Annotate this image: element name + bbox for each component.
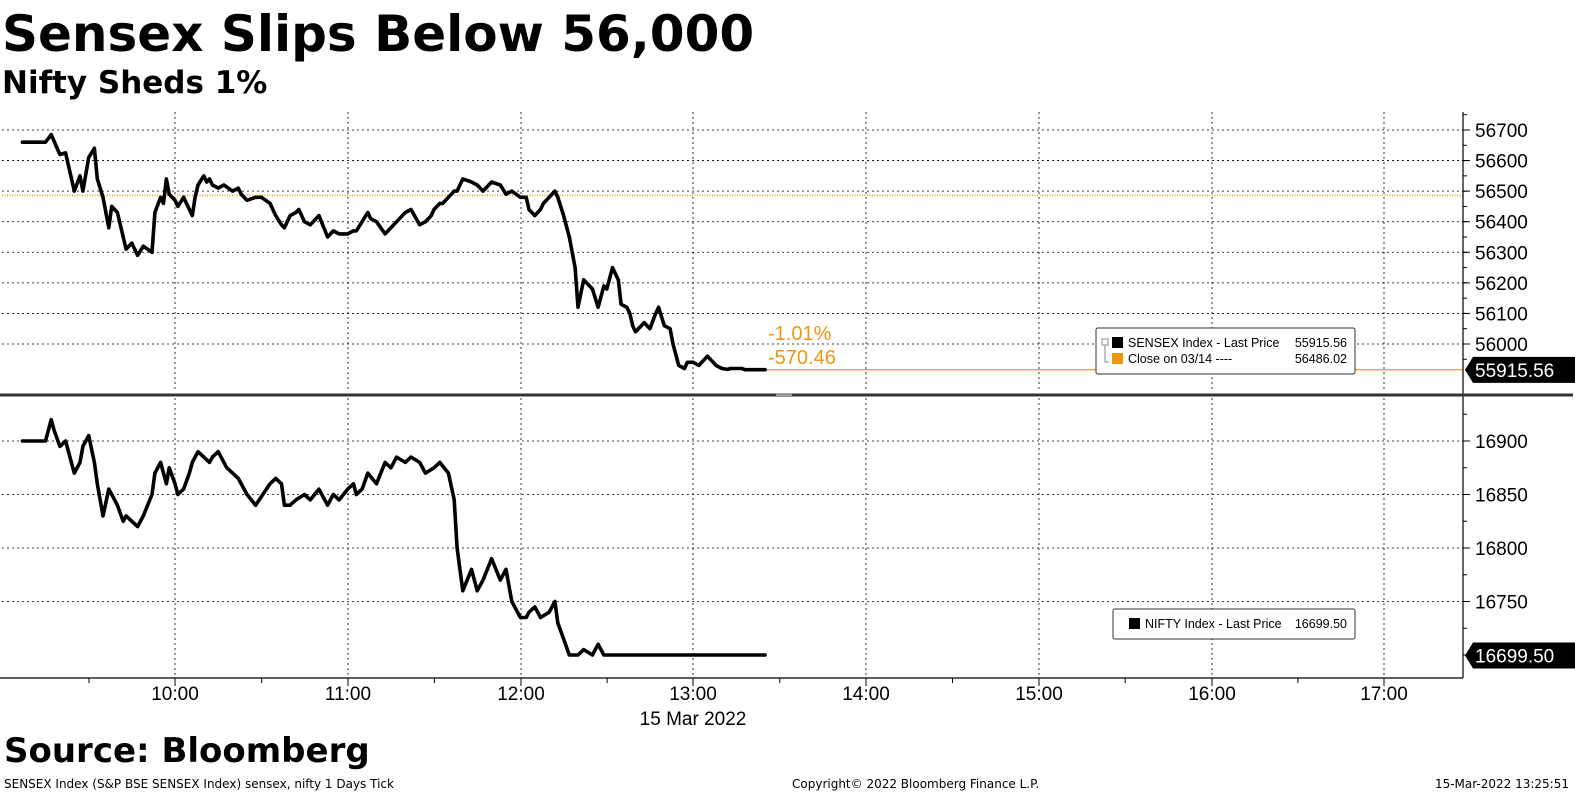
- legend-label: SENSEX Index - Last Price: [1128, 336, 1280, 350]
- footer-description: SENSEX Index (S&P BSE SENSEX Index) sens…: [4, 777, 394, 791]
- last-value-tag-bg: [1465, 356, 1575, 383]
- annotation-pct-change: -1.01%: [768, 323, 832, 345]
- legend-nifty: NIFTY Index - Last Price 16699.50: [1112, 608, 1356, 640]
- x-tick-label: 16:00: [1188, 684, 1236, 705]
- y-tick-label: 56700: [1475, 121, 1528, 142]
- y-tick-label: 56400: [1475, 213, 1528, 234]
- annotation-pts-change: -570.46: [768, 347, 836, 369]
- x-tick-label: 14:00: [842, 684, 890, 705]
- legend-value: 55915.56: [1295, 336, 1347, 350]
- source-label: Source: Bloomberg: [4, 731, 370, 771]
- legend-swatch: [1112, 337, 1123, 348]
- legend-label: NIFTY Index - Last Price: [1145, 617, 1282, 631]
- last-value-tag-bg: [1465, 642, 1575, 669]
- last-value-tag-text: 55915.56: [1475, 361, 1554, 382]
- x-date-label: 15 Mar 2022: [640, 709, 747, 730]
- x-tick-label: 17:00: [1360, 684, 1408, 705]
- y-tick-label: 16900: [1475, 432, 1528, 453]
- legend-sensex: SENSEX Index - Last Price 55915.56 Close o…: [1095, 327, 1356, 375]
- x-tick-label: 15:00: [1015, 684, 1063, 705]
- x-tick-label: 12:00: [497, 684, 545, 705]
- x-tick-label: 11:00: [325, 684, 371, 705]
- x-tick-label: 10:00: [151, 684, 199, 705]
- y-tick-label: 56600: [1475, 152, 1528, 173]
- legend-swatch: [1112, 353, 1123, 364]
- legend-bracket-box: [1101, 338, 1109, 346]
- legend-label: Close on 03/14 ----: [1128, 352, 1232, 366]
- legend-layer: SENSEX Index - Last Price 55915.56 Close o…: [1095, 327, 1356, 640]
- legend-value: 56486.02: [1295, 352, 1347, 366]
- legend-box: [1095, 327, 1356, 375]
- y-tick-label: 56200: [1475, 274, 1528, 295]
- chart-subtitle: Nifty Sheds 1%: [2, 65, 268, 101]
- axis-layer: 10:00 11:00 12:00 13:00 14:00 15:00 16:00 17:00…: [0, 112, 1575, 730]
- y-tick-label: 16750: [1475, 593, 1528, 614]
- y-tick-label: 56000: [1475, 335, 1528, 356]
- y-tick-label: 16800: [1475, 539, 1528, 560]
- x-tick-label: 13:00: [669, 684, 717, 705]
- y-tick-label: 16850: [1475, 486, 1528, 507]
- footer-timestamp: 15-Mar-2022 13:25:51: [1434, 777, 1569, 791]
- grid-layer: [2, 112, 1463, 678]
- last-value-tag: 16699.50: [1465, 642, 1575, 669]
- last-value-tag-text: 16699.50: [1475, 647, 1554, 668]
- y-tick-label: 56300: [1475, 243, 1528, 264]
- series-layer: [20, 132, 767, 657]
- footer-copyright: Copyright© 2022 Bloomberg Finance L.P.: [792, 777, 1040, 791]
- legend-bracket: [1104, 342, 1109, 363]
- legend-value: 16699.50: [1295, 617, 1347, 631]
- nifty-line: [20, 417, 767, 657]
- panel-divider-handle: [776, 393, 792, 397]
- sensex-line: [20, 132, 767, 372]
- y-tick-label: 56100: [1475, 304, 1528, 325]
- chart-title: Sensex Slips Below 56,000: [2, 5, 755, 63]
- legend-box: [1112, 608, 1356, 640]
- legend-swatch: [1129, 618, 1140, 629]
- last-value-tag: 55915.56: [1465, 356, 1575, 383]
- y-tick-label: 56500: [1475, 182, 1528, 203]
